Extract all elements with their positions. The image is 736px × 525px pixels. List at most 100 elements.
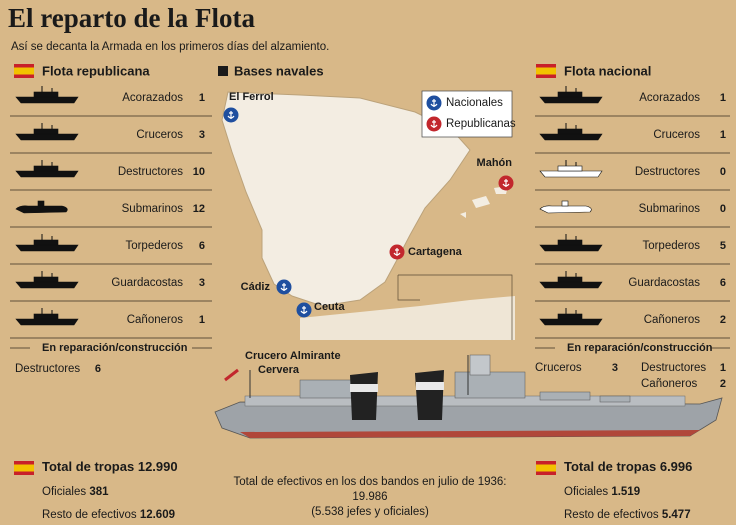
repair-label: Cruceros — [535, 362, 582, 374]
map: Bases navales — [218, 63, 515, 340]
hull — [15, 170, 79, 178]
ship-silhouette — [539, 271, 603, 289]
row-value: 2 — [720, 314, 726, 326]
base-label: El Ferrol — [229, 91, 274, 103]
subtitle: Así se decanta la Armada en los primeros… — [11, 41, 329, 53]
ship-caption: Cervera — [258, 364, 300, 376]
base-label: Mahón — [477, 157, 513, 169]
hull — [15, 133, 79, 141]
ship-illustration — [214, 354, 723, 439]
superstructure — [33, 276, 59, 283]
flag-band — [536, 67, 556, 75]
hull — [539, 96, 603, 104]
ship-silhouette — [539, 308, 603, 326]
africa-coast — [300, 296, 515, 340]
hull — [15, 244, 79, 252]
hull — [15, 281, 79, 289]
row-value: 3 — [199, 277, 205, 289]
row-label: Cruceros — [653, 129, 700, 141]
row-label: Submarinos — [639, 203, 701, 215]
superstructure — [557, 276, 583, 283]
ship-silhouette — [15, 271, 79, 289]
legend-label: Republicanas — [446, 118, 516, 130]
hull — [539, 205, 592, 214]
hull — [15, 96, 79, 104]
repair-value: 6 — [95, 363, 101, 375]
row-label: Torpederos — [125, 240, 183, 252]
row-value: 5 — [720, 240, 726, 252]
tower — [37, 200, 45, 207]
row-value: 12 — [193, 203, 205, 215]
ship-silhouette — [539, 123, 603, 141]
ship-silhouette — [539, 86, 603, 104]
legend-label: Nacionales — [446, 97, 503, 109]
hull — [539, 318, 603, 326]
officers: Oficiales 1.519 — [564, 486, 640, 498]
row-value: 1 — [720, 92, 726, 104]
ship-silhouette — [15, 234, 79, 252]
base-label: Cádiz — [241, 281, 271, 293]
legend-marker-icon — [430, 99, 438, 107]
superstructure — [557, 313, 583, 320]
hull — [15, 205, 68, 214]
superstructure — [557, 128, 583, 135]
title: El reparto de la Flota — [8, 3, 255, 33]
flag-band — [14, 67, 34, 75]
row-label: Destructores — [118, 166, 183, 178]
repair-heading: En reparación/construcción — [567, 342, 713, 354]
ship-silhouette — [539, 234, 603, 252]
superstructure — [557, 165, 583, 172]
officers-label: Oficiales — [42, 486, 86, 498]
row-label: Cruceros — [136, 129, 183, 141]
repair-value: 2 — [720, 378, 726, 390]
hull — [539, 244, 603, 252]
row-value: 0 — [720, 166, 726, 178]
total-value: 6.996 — [660, 459, 693, 474]
repair-label: Destructores — [15, 363, 80, 375]
ship-silhouette — [15, 200, 68, 214]
row-label: Guardacostas — [628, 277, 700, 289]
superstructure — [33, 165, 59, 172]
row-label: Acorazados — [639, 92, 700, 104]
repair-label: Cañoneros — [641, 378, 698, 390]
superstructure — [33, 239, 59, 246]
section-heading: Flota nacional — [564, 63, 651, 78]
ship-silhouette — [15, 308, 79, 326]
ship-silhouette — [539, 160, 603, 178]
inset-frame — [397, 274, 513, 340]
footer-line: 19.986 — [352, 491, 387, 503]
bullet — [218, 66, 228, 76]
rest-value: 12.609 — [140, 509, 175, 521]
row-label: Destructores — [635, 166, 700, 178]
ship-silhouette — [15, 86, 79, 104]
row-value: 10 — [193, 166, 205, 178]
repair-value: 3 — [612, 362, 618, 374]
repair-value: 1 — [720, 362, 726, 374]
ship-silhouette — [15, 123, 79, 141]
ship-caption: Crucero Almirante — [245, 350, 341, 362]
base-marker-icon — [502, 179, 510, 187]
hull — [539, 281, 603, 289]
superstructure — [557, 91, 583, 98]
footer-line: Total de efectivos en los dos bandos en … — [234, 476, 507, 488]
base-marker-icon — [280, 283, 288, 291]
ship-silhouette — [539, 200, 592, 214]
hull — [15, 318, 79, 326]
superstructure — [33, 91, 59, 98]
row-label: Cañoneros — [127, 314, 184, 326]
base-marker-icon — [227, 111, 235, 119]
row-value: 0 — [720, 203, 726, 215]
flag-band — [536, 464, 556, 472]
section-heading: Flota republicana — [42, 63, 150, 78]
base-label: Ceuta — [314, 301, 345, 313]
total: Total de tropas 6.996 — [564, 459, 692, 474]
flag-band — [14, 464, 34, 472]
footer-line: (5.538 jefes y oficiales) — [311, 506, 429, 518]
total-value: 12.990 — [138, 459, 178, 474]
map-heading: Bases navales — [234, 63, 324, 78]
row-value: 1 — [199, 92, 205, 104]
row-label: Torpederos — [642, 240, 700, 252]
officers: Oficiales 381 — [42, 486, 109, 498]
total: Total de tropas 12.990 — [42, 459, 178, 474]
superstructure — [33, 313, 59, 320]
